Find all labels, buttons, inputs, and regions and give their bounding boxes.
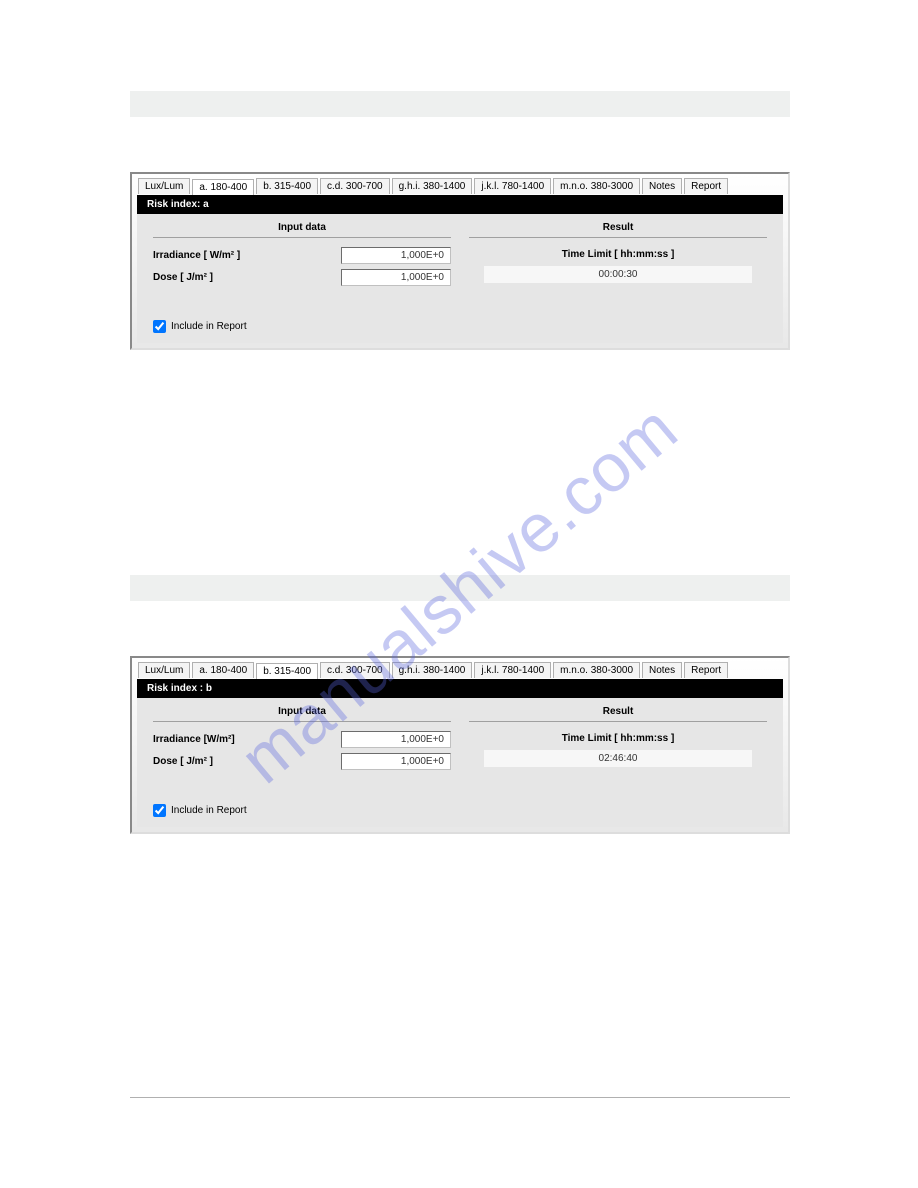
tab-mno-380-3000-2[interactable]: m.n.o. 380-3000 bbox=[553, 662, 640, 678]
input-data-header: Input data bbox=[153, 220, 451, 238]
result-header: Result bbox=[469, 220, 767, 238]
title-bar-a: Risk index: a bbox=[137, 195, 783, 214]
tab-jkl-780-1400[interactable]: j.k.l. 780-1400 bbox=[474, 178, 551, 194]
tab-a-180-400-2[interactable]: a. 180-400 bbox=[192, 662, 254, 678]
tab-b-315-400-2[interactable]: b. 315-400 bbox=[256, 663, 318, 679]
risk-panel-a: Lux/Lum a. 180-400 b. 315-400 c.d. 300-7… bbox=[130, 172, 790, 350]
tab-a-180-400[interactable]: a. 180-400 bbox=[192, 179, 254, 195]
include-report-label: Include in Report bbox=[171, 321, 247, 332]
tab-strip-2: Lux/Lum a. 180-400 b. 315-400 c.d. 300-7… bbox=[134, 660, 786, 678]
tab-report[interactable]: Report bbox=[684, 178, 728, 194]
tab-strip-1: Lux/Lum a. 180-400 b. 315-400 c.d. 300-7… bbox=[134, 176, 786, 194]
include-report-label-2: Include in Report bbox=[171, 805, 247, 816]
tab-jkl-780-1400-2[interactable]: j.k.l. 780-1400 bbox=[474, 662, 551, 678]
dose-label-2: Dose [ J/m² ] bbox=[153, 756, 341, 767]
risk-panel-b: Lux/Lum a. 180-400 b. 315-400 c.d. 300-7… bbox=[130, 656, 790, 834]
tab-mno-380-3000[interactable]: m.n.o. 380-3000 bbox=[553, 178, 640, 194]
irradiance-input[interactable] bbox=[341, 247, 451, 264]
tab-b-315-400[interactable]: b. 315-400 bbox=[256, 178, 318, 194]
dose-input[interactable] bbox=[341, 269, 451, 286]
footer-rule bbox=[130, 1097, 790, 1098]
include-report-checkbox-2[interactable] bbox=[153, 804, 166, 817]
dose-label: Dose [ J/m² ] bbox=[153, 272, 341, 283]
tab-report-2[interactable]: Report bbox=[684, 662, 728, 678]
time-limit-label: Time Limit [ hh:mm:ss ] bbox=[469, 244, 767, 266]
content-a: Input data Irradiance [ W/m² ] Dose [ J/… bbox=[137, 214, 783, 343]
tab-luxlum[interactable]: Lux/Lum bbox=[138, 178, 190, 194]
tab-cd-300-700[interactable]: c.d. 300-700 bbox=[320, 178, 390, 194]
time-limit-label-2: Time Limit [ hh:mm:ss ] bbox=[469, 728, 767, 750]
tab-ghi-380-1400-2[interactable]: g.h.i. 380-1400 bbox=[392, 662, 473, 678]
tab-luxlum-2[interactable]: Lux/Lum bbox=[138, 662, 190, 678]
header-bar-1 bbox=[130, 91, 790, 117]
include-report-checkbox[interactable] bbox=[153, 320, 166, 333]
content-b: Input data Irradiance [W/m²] Dose [ J/m²… bbox=[137, 698, 783, 827]
tab-ghi-380-1400[interactable]: g.h.i. 380-1400 bbox=[392, 178, 473, 194]
irradiance-label-2: Irradiance [W/m²] bbox=[153, 734, 341, 745]
title-bar-b: Risk index : b bbox=[137, 679, 783, 698]
header-bar-2 bbox=[130, 575, 790, 601]
dose-input-2[interactable] bbox=[341, 753, 451, 770]
tab-notes-2[interactable]: Notes bbox=[642, 662, 682, 678]
time-limit-value-2: 02:46:40 bbox=[484, 750, 752, 767]
irradiance-input-2[interactable] bbox=[341, 731, 451, 748]
result-header-2: Result bbox=[469, 704, 767, 722]
tab-notes[interactable]: Notes bbox=[642, 178, 682, 194]
irradiance-label: Irradiance [ W/m² ] bbox=[153, 250, 341, 261]
input-data-header-2: Input data bbox=[153, 704, 451, 722]
time-limit-value: 00:00:30 bbox=[484, 266, 752, 283]
tab-cd-300-700-2[interactable]: c.d. 300-700 bbox=[320, 662, 390, 678]
